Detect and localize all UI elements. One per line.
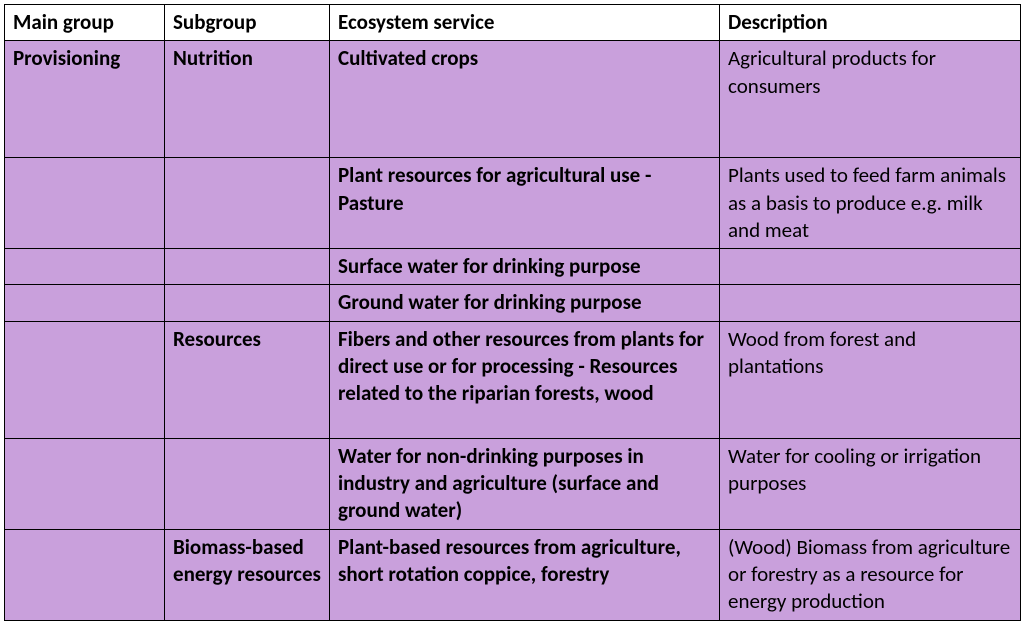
ecosystem-services-table: Main group Subgroup Ecosystem service De…: [4, 4, 1021, 621]
table-row: Water for non-drinking purposes in indus…: [5, 438, 1021, 529]
cell-ecosystem-service: Fibers and other resources from plants f…: [330, 321, 720, 438]
cell-main-group: [5, 321, 165, 438]
table-body: Provisioning Nutrition Cultivated crops …: [5, 41, 1021, 620]
cell-description: Wood from forest and plantations: [720, 321, 1021, 438]
cell-main-group: [5, 529, 165, 620]
cell-description: [720, 249, 1021, 285]
cell-subgroup: Biomass-based energy resources: [165, 529, 330, 620]
col-header-main-group: Main group: [5, 5, 165, 41]
table-row: Resources Fibers and other resources fro…: [5, 321, 1021, 438]
table-row: Ground water for drinking purpose: [5, 285, 1021, 321]
cell-ecosystem-service: Plant resources for agricultural use - P…: [330, 158, 720, 249]
col-header-ecosystem-service: Ecosystem service: [330, 5, 720, 41]
col-header-subgroup: Subgroup: [165, 5, 330, 41]
cell-main-group: [5, 249, 165, 285]
table-row: Plant resources for agricultural use - P…: [5, 158, 1021, 249]
cell-main-group: [5, 285, 165, 321]
table-row: Surface water for drinking purpose: [5, 249, 1021, 285]
cell-description: (Wood) Biomass from agriculture or fores…: [720, 529, 1021, 620]
table-row: Provisioning Nutrition Cultivated crops …: [5, 41, 1021, 158]
cell-subgroup: [165, 158, 330, 249]
cell-subgroup: [165, 285, 330, 321]
table-header-row: Main group Subgroup Ecosystem service De…: [5, 5, 1021, 41]
cell-subgroup: Nutrition: [165, 41, 330, 158]
cell-subgroup: Resources: [165, 321, 330, 438]
cell-description: Water for cooling or irrigation purposes: [720, 438, 1021, 529]
cell-ecosystem-service: Cultivated crops: [330, 41, 720, 158]
cell-subgroup: [165, 438, 330, 529]
cell-main-group: [5, 438, 165, 529]
cell-ecosystem-service: Plant-based resources from agriculture, …: [330, 529, 720, 620]
cell-subgroup: [165, 249, 330, 285]
table-row: Biomass-based energy resources Plant-bas…: [5, 529, 1021, 620]
cell-ecosystem-service: Surface water for drinking purpose: [330, 249, 720, 285]
cell-main-group: [5, 158, 165, 249]
cell-main-group: Provisioning: [5, 41, 165, 158]
cell-ecosystem-service: Ground water for drinking purpose: [330, 285, 720, 321]
cell-ecosystem-service: Water for non-drinking purposes in indus…: [330, 438, 720, 529]
cell-description: [720, 285, 1021, 321]
cell-description: Plants used to feed farm animals as a ba…: [720, 158, 1021, 249]
col-header-description: Description: [720, 5, 1021, 41]
cell-description: Agricultural products for consumers: [720, 41, 1021, 158]
